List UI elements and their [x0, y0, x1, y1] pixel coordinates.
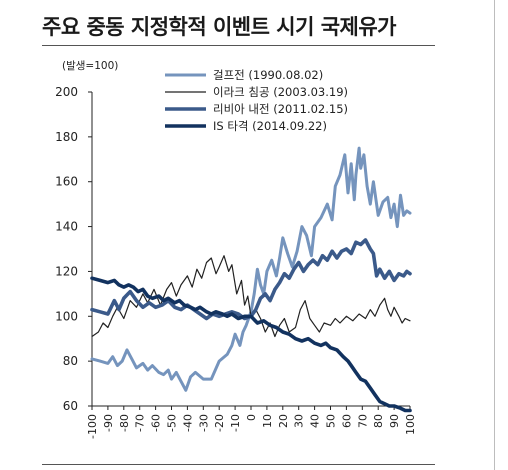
series-line-1 — [90, 146, 412, 392]
series-line-2 — [91, 255, 411, 338]
x-tick-label: 50 — [325, 414, 338, 428]
y-tick-label: 60 — [63, 399, 78, 413]
x-tick-label: 60 — [340, 414, 353, 428]
chart-series — [90, 146, 412, 413]
x-tick-label: 20 — [277, 414, 290, 428]
y-tick-label: 180 — [55, 130, 78, 144]
x-tick-label: 100 — [404, 414, 417, 435]
x-tick-label: -10 — [229, 414, 242, 432]
title-divider — [42, 45, 435, 46]
legend-label-3: 리비아 내전 (2011.02.15) — [213, 102, 348, 116]
x-tick-label: -80 — [118, 414, 131, 432]
x-tick-label: 80 — [372, 414, 385, 428]
x-tick-label: -40 — [181, 414, 194, 432]
x-tick-label: -90 — [102, 414, 115, 432]
y-tick-label: 80 — [63, 354, 78, 368]
x-tick-label: -60 — [150, 414, 163, 432]
x-tick-label: -20 — [213, 414, 226, 432]
x-tick-label: 70 — [356, 414, 369, 428]
legend-label-4: IS 타격 (2014.09.22) — [213, 119, 327, 133]
legend-label-1: 걸프전 (1990.08.02) — [213, 68, 323, 82]
series-line-3 — [90, 238, 412, 321]
chart-legend: 걸프전 (1990.08.02) 이라크 침공 (2003.03.19) 리비아 내… — [165, 68, 348, 133]
bottom-divider — [42, 464, 435, 465]
x-tick-label: 0 — [245, 414, 258, 421]
legend-label-2: 이라크 침공 (2003.03.19) — [213, 85, 348, 99]
series-line-4 — [90, 276, 412, 413]
x-tick-label: -70 — [134, 414, 147, 432]
y-tick-label: 120 — [55, 264, 78, 278]
x-tick-label: 40 — [309, 414, 322, 428]
y-tick-label: 140 — [55, 220, 78, 234]
y-unit-label: (발생=100) — [62, 60, 118, 72]
x-tick-label: -30 — [197, 414, 210, 432]
chart-title: 주요 중동 지정학적 이벤트 시기 국제유가 — [42, 15, 397, 39]
x-tick-label: 10 — [261, 414, 274, 428]
y-tick-label: 100 — [55, 309, 78, 323]
x-tick-label: -100 — [86, 414, 99, 439]
y-tick-label: 200 — [55, 85, 78, 99]
page-edge-line — [494, 0, 495, 470]
y-tick-label: 160 — [55, 175, 78, 189]
x-tick-label: 90 — [388, 414, 401, 428]
x-tick-label: -50 — [166, 414, 179, 432]
x-tick-label: 30 — [293, 414, 306, 428]
